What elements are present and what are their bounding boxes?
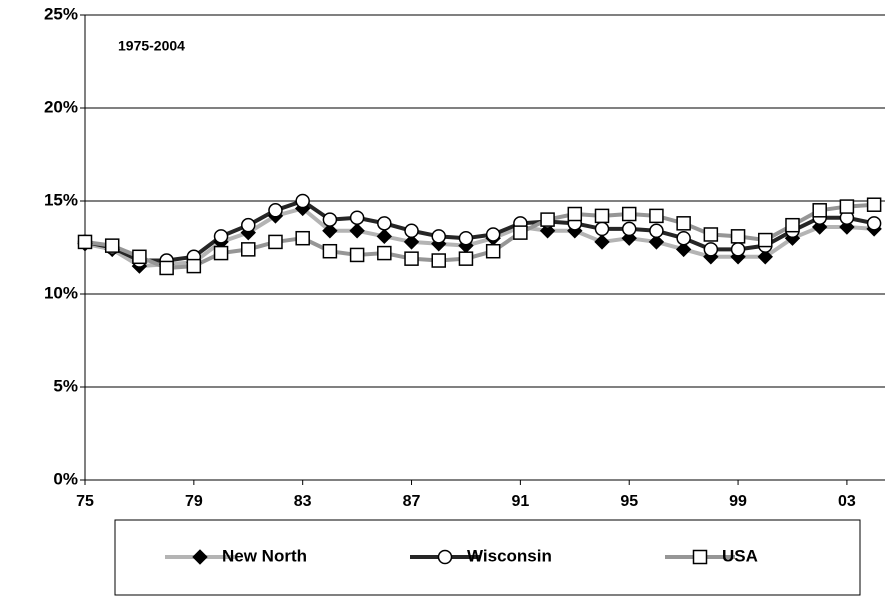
legend <box>114 519 861 596</box>
data-point <box>377 216 392 231</box>
data-point <box>703 227 719 242</box>
x-tick-label: 95 <box>620 493 638 510</box>
y-tick-label: 15% <box>44 190 78 209</box>
data-point <box>376 228 393 245</box>
x-tick-label: 83 <box>294 493 312 510</box>
data-point <box>241 242 256 257</box>
data-point <box>403 234 420 250</box>
legend-marker <box>192 549 208 565</box>
data-point <box>866 216 882 231</box>
data-point <box>676 216 691 231</box>
data-point <box>458 251 474 266</box>
data-point <box>77 234 93 250</box>
x-tick-label: 91 <box>511 493 529 510</box>
y-tick-label: 20% <box>44 97 78 116</box>
x-tick-label: 75 <box>76 493 94 510</box>
data-point <box>757 249 773 265</box>
data-point <box>322 223 338 239</box>
data-point <box>159 260 174 276</box>
data-point <box>322 212 338 227</box>
data-point <box>758 232 773 248</box>
data-point <box>649 208 664 224</box>
data-point <box>839 199 855 214</box>
legend-label: Wisconsin <box>467 546 552 565</box>
annotation: 1975-2004 <box>118 38 185 54</box>
data-point <box>649 223 664 239</box>
data-point <box>675 241 692 258</box>
data-point <box>349 223 365 239</box>
data-point <box>785 217 800 233</box>
data-point <box>431 229 446 244</box>
data-point <box>268 234 283 250</box>
x-tick-label: 03 <box>838 493 856 510</box>
data-point <box>812 203 827 218</box>
data-point <box>132 249 147 265</box>
data-point <box>104 238 120 253</box>
data-point <box>295 193 310 209</box>
data-point <box>594 234 610 250</box>
y-tick-label: 0% <box>53 469 78 488</box>
legend-label: New North <box>222 546 307 565</box>
data-point <box>404 251 419 266</box>
x-tick-label: 87 <box>403 493 421 510</box>
series-line <box>84 199 875 263</box>
y-tick-label: 5% <box>53 376 78 395</box>
data-point <box>703 242 719 257</box>
data-point <box>594 208 610 224</box>
data-point <box>295 230 310 246</box>
x-tick-label: 99 <box>729 493 747 510</box>
data-point <box>213 245 229 261</box>
data-point <box>213 229 229 244</box>
data-point <box>648 234 665 250</box>
data-point <box>431 253 446 268</box>
data-point <box>485 227 501 242</box>
data-point <box>676 230 691 246</box>
data-point <box>322 243 338 259</box>
data-point <box>866 197 882 212</box>
data-point <box>567 206 583 222</box>
data-point <box>621 206 637 222</box>
data-point <box>186 258 202 274</box>
data-point <box>404 223 419 239</box>
data-point <box>241 217 256 233</box>
data-point <box>594 221 610 237</box>
data-point <box>349 247 365 263</box>
data-point <box>268 203 283 218</box>
data-point <box>540 212 555 227</box>
data-point <box>513 225 528 240</box>
data-point <box>485 243 501 259</box>
data-point <box>730 242 746 257</box>
data-point <box>349 210 365 225</box>
legend-label: USA <box>722 546 758 565</box>
legend-marker <box>692 549 708 565</box>
x-tick-label: 79 <box>185 493 203 510</box>
data-point <box>621 221 637 237</box>
data-point <box>377 245 392 261</box>
y-tick-label: 10% <box>44 283 78 302</box>
y-tick-label: 25% <box>44 4 78 23</box>
data-point <box>458 230 474 246</box>
data-point <box>730 229 746 244</box>
legend-marker <box>437 549 453 565</box>
